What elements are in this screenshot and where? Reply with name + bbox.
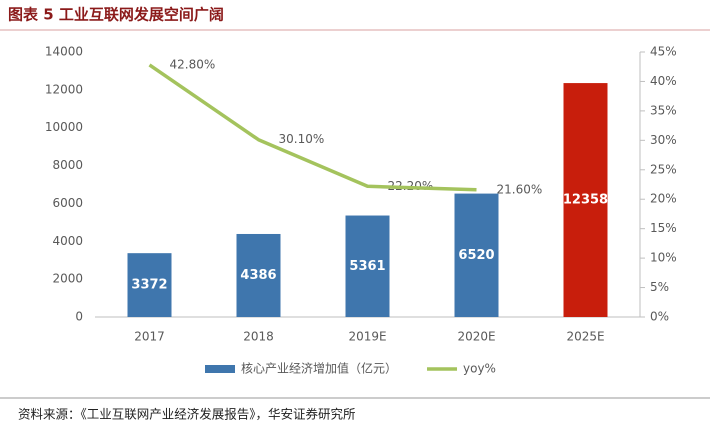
legend-swatch bbox=[205, 365, 235, 373]
y2-tick-label: 0% bbox=[650, 310, 669, 324]
bar bbox=[345, 215, 390, 317]
y-tick-label: 14000 bbox=[45, 45, 83, 59]
y2-tick-label: 45% bbox=[650, 45, 677, 59]
y-tick-label: 4000 bbox=[52, 234, 83, 248]
y-tick-label: 10000 bbox=[45, 120, 83, 134]
line-value-label: 21.60% bbox=[497, 182, 543, 196]
line-value-label: 42.80% bbox=[170, 57, 216, 71]
legend-label: yoy% bbox=[463, 362, 496, 376]
bar bbox=[454, 193, 499, 317]
legend-label: 核心产业经济增加值（亿元） bbox=[241, 361, 397, 376]
y2-tick-label: 30% bbox=[650, 133, 677, 147]
bar bbox=[127, 253, 172, 317]
y2-tick-label: 25% bbox=[650, 162, 677, 176]
bar-value-label: 4386 bbox=[240, 268, 276, 283]
source: 资料来源：《工业互联网产业经济发展报告》，华安证券研究所 bbox=[18, 407, 356, 422]
y-tick-label: 6000 bbox=[52, 196, 83, 210]
x-tick-label: 2018 bbox=[243, 330, 274, 344]
y-tick-label: 0 bbox=[75, 310, 83, 324]
y-tick-label: 8000 bbox=[52, 158, 83, 172]
y-tick-label: 12000 bbox=[45, 82, 83, 96]
x-tick-label: 2020E bbox=[457, 330, 495, 344]
bar-value-label: 6520 bbox=[458, 248, 494, 263]
x-tick-label: 2017 bbox=[134, 330, 165, 344]
y2-tick-label: 35% bbox=[650, 103, 677, 117]
y2-tick-label: 15% bbox=[650, 221, 677, 235]
line bbox=[148, 63, 477, 192]
y2-tick-label: 20% bbox=[650, 192, 677, 206]
bar-value-label: 5361 bbox=[349, 259, 385, 274]
bar bbox=[563, 83, 608, 317]
bar-value-label: 12358 bbox=[563, 193, 608, 208]
y2-tick-label: 10% bbox=[650, 251, 677, 265]
chart-title: 图表 5 工业互联网发展空间广阔 bbox=[8, 6, 224, 24]
y-tick-label: 2000 bbox=[52, 272, 83, 286]
x-tick-label: 2025E bbox=[566, 330, 604, 344]
y2-tick-label: 5% bbox=[650, 280, 669, 294]
y2-tick-label: 40% bbox=[650, 74, 677, 88]
line-value-label: 30.10% bbox=[279, 132, 325, 146]
bar bbox=[236, 233, 281, 317]
x-tick-label: 2019E bbox=[348, 330, 386, 344]
bar-value-label: 3372 bbox=[131, 278, 167, 293]
